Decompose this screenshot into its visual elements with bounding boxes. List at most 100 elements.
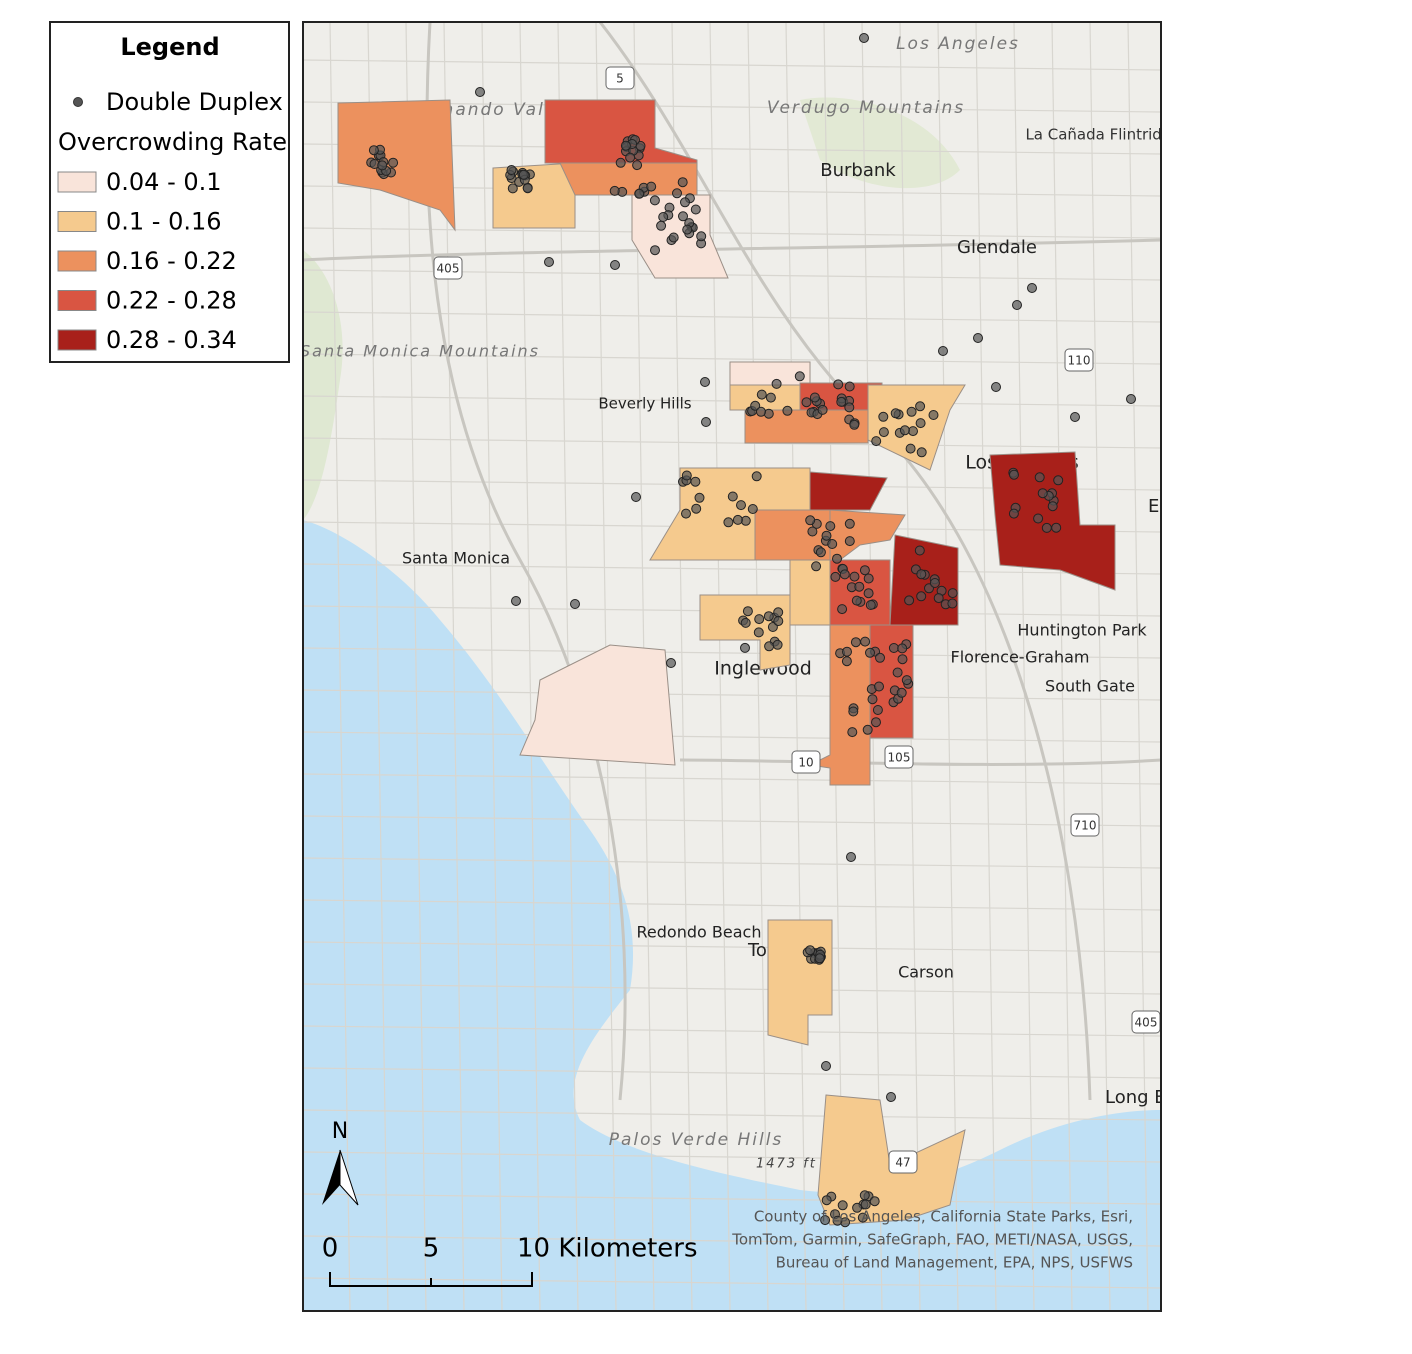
- highway-shield: [791, 750, 821, 774]
- point: [933, 593, 944, 604]
- point: [772, 639, 783, 650]
- map-frame: [302, 21, 1162, 1312]
- legend-label: Double Duplex: [106, 88, 283, 116]
- point: [839, 569, 850, 580]
- point: [747, 504, 758, 514]
- road: [303, 815, 1161, 827]
- road: [1127, 22, 1149, 1311]
- point: [888, 643, 899, 653]
- point: [681, 508, 691, 519]
- road: [303, 731, 1161, 743]
- point: [896, 687, 907, 698]
- road: [303, 899, 1161, 911]
- point: [570, 599, 580, 609]
- scale-label: 10 Kilometers: [517, 1234, 698, 1264]
- point: [860, 636, 871, 647]
- road: [303, 773, 1161, 785]
- attribution: Bureau of Land Management, EPA, NPS, USF…: [776, 1254, 1133, 1272]
- point: [871, 436, 882, 447]
- highway-shield: [888, 1150, 918, 1174]
- place-label: South Gate: [1045, 677, 1135, 696]
- point: [869, 1196, 880, 1207]
- point: [1033, 513, 1044, 524]
- point: [947, 598, 958, 609]
- road: [937, 22, 959, 1311]
- area: [817, 1094, 966, 1226]
- point: [830, 571, 841, 582]
- highway-number: 405: [1135, 1016, 1158, 1030]
- highway-number: 110: [1068, 354, 1091, 368]
- highway-number: 710: [1074, 819, 1097, 833]
- point: [904, 595, 915, 606]
- highway-number: 405: [437, 262, 460, 276]
- point: [377, 160, 388, 171]
- point: [1027, 283, 1037, 293]
- point: [814, 953, 825, 964]
- road: [747, 22, 769, 1311]
- point: [681, 470, 692, 481]
- point: [672, 188, 682, 199]
- point: [815, 547, 826, 558]
- point: [522, 183, 533, 194]
- point: [991, 382, 1001, 392]
- point: [897, 643, 908, 654]
- road: [329, 22, 351, 1311]
- road: [303, 563, 1161, 575]
- point: [694, 492, 705, 503]
- park: [800, 97, 960, 189]
- place-label: Burbank: [820, 160, 896, 181]
- area: [519, 644, 676, 766]
- point: [740, 642, 750, 653]
- point: [753, 627, 764, 638]
- road: [303, 1151, 1161, 1163]
- legend-label: 0.28 - 0.34: [106, 326, 237, 354]
- point: [899, 425, 910, 436]
- point: [615, 157, 626, 168]
- road: [785, 22, 807, 1311]
- road: [303, 983, 1161, 995]
- point: [916, 569, 927, 580]
- point: [511, 596, 521, 606]
- point: [872, 705, 883, 715]
- point: [1126, 394, 1136, 404]
- point: [821, 1061, 831, 1071]
- scale-label: 5: [423, 1234, 440, 1264]
- point: [727, 491, 738, 502]
- point: [905, 443, 916, 454]
- place-label: Carson: [898, 963, 954, 982]
- point: [696, 231, 707, 242]
- place-label: Huntington Park: [1017, 621, 1147, 640]
- place-label: Redondo Beach: [637, 923, 762, 942]
- road: [303, 857, 1161, 869]
- point: [842, 646, 852, 657]
- point: [1012, 300, 1022, 310]
- road: [303, 1277, 1161, 1289]
- road: [303, 1109, 1161, 1121]
- scale-bar: [329, 1272, 533, 1287]
- point: [859, 1190, 870, 1201]
- point: [805, 945, 816, 956]
- point: [609, 185, 620, 196]
- point: [771, 378, 782, 389]
- point: [821, 1195, 832, 1206]
- point: [865, 647, 875, 658]
- area: [867, 384, 966, 471]
- point: [865, 600, 876, 610]
- point: [656, 220, 667, 231]
- legend-swatch: [57, 171, 97, 193]
- point: [848, 706, 859, 717]
- point: [844, 518, 855, 529]
- point: [973, 333, 983, 343]
- area: [989, 451, 1116, 591]
- point: [754, 614, 765, 625]
- point: [846, 852, 856, 862]
- place-label: Santa Monica Mountains: [300, 342, 540, 361]
- point: [897, 654, 908, 665]
- point: [901, 675, 912, 686]
- point: [851, 595, 862, 606]
- place-label: Santa Monica: [402, 549, 510, 568]
- point: [666, 658, 676, 668]
- point: [849, 571, 860, 582]
- point: [827, 539, 838, 549]
- point: [1034, 472, 1045, 483]
